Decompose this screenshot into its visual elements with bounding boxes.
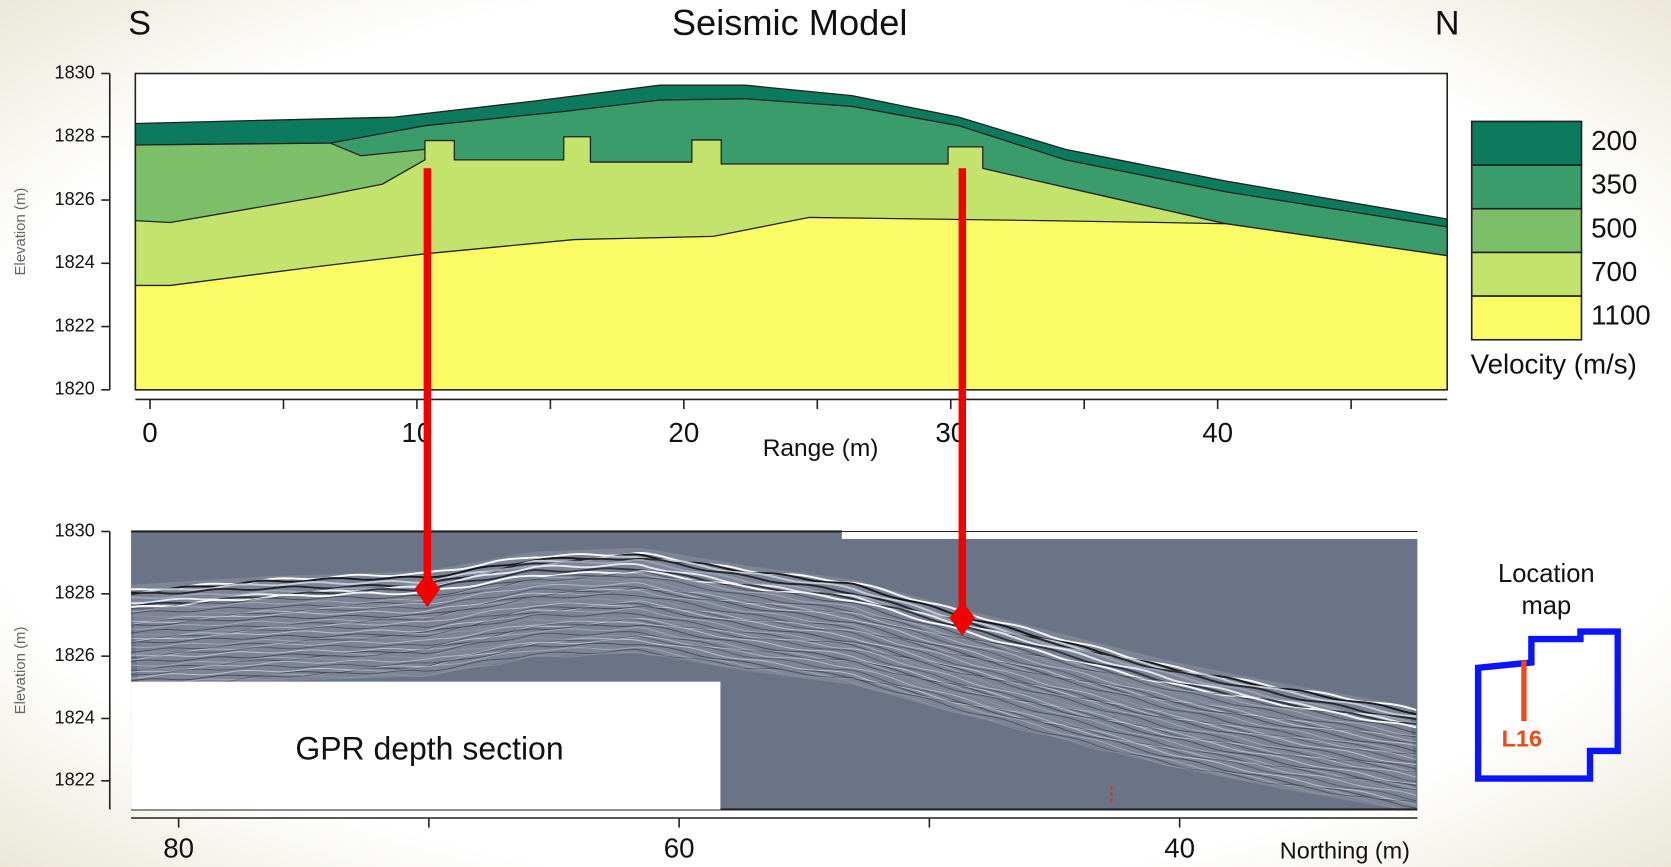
gpr-reflector xyxy=(131,558,1417,725)
gpr-reflector xyxy=(131,646,1417,806)
gpr-reflector xyxy=(131,604,1417,766)
gpr-reflector xyxy=(131,589,1417,756)
map-title: Location xyxy=(1498,560,1595,588)
gpr-reflector xyxy=(131,616,1417,773)
gpr-reflector xyxy=(131,635,1417,802)
legend-swatch xyxy=(1470,207,1583,254)
legend-swatch xyxy=(1470,120,1583,166)
gpr-reflector xyxy=(131,588,1417,747)
gpr-reflector xyxy=(131,607,1417,773)
x-tick-label: 20 xyxy=(668,417,699,448)
gpr-reflector xyxy=(131,619,1417,783)
direction-label: S xyxy=(128,5,151,43)
y-tick-label: 1828 xyxy=(55,126,95,146)
x-axis-label: Northing (m) xyxy=(1280,837,1410,863)
legend-label: 700 xyxy=(1591,256,1637,287)
legend-label: 500 xyxy=(1591,212,1637,243)
y-axis-label: Elevation (m) xyxy=(13,188,29,276)
direction-label: N xyxy=(1435,5,1460,43)
gpr-reflector xyxy=(131,612,1417,773)
gpr-reflector xyxy=(131,648,1417,809)
gpr-gap xyxy=(841,531,1418,539)
arrow-head xyxy=(949,601,976,636)
gpr-texture xyxy=(131,547,1418,810)
gpr-reflector xyxy=(131,555,1417,718)
gpr-reflector xyxy=(131,587,1417,753)
plot-frame xyxy=(134,72,1449,391)
gpr-reflector xyxy=(131,638,1417,803)
x-tick-label: 80 xyxy=(163,832,194,863)
gpr-reflector xyxy=(131,635,1417,796)
gpr-reflector xyxy=(131,621,1417,785)
gpr-reflector xyxy=(131,605,1417,770)
legend-label: 1100 xyxy=(1591,300,1651,331)
x-axis-label: Range (m) xyxy=(763,435,879,462)
y-tick-label: 1824 xyxy=(55,252,95,272)
gpr-reflector xyxy=(131,634,1417,792)
legend-swatch xyxy=(1470,164,1583,210)
location-map: Location map L16 xyxy=(1474,560,1621,782)
y-tick-label: 1822 xyxy=(55,315,95,335)
gpr-reflector xyxy=(131,562,1417,726)
annotation: GPR depth section xyxy=(295,730,563,766)
y-tick-label: 1830 xyxy=(55,520,95,540)
arrow-head xyxy=(414,573,441,608)
gpr-reflector xyxy=(131,627,1417,790)
site-outline xyxy=(1474,628,1621,782)
red-arrows xyxy=(414,168,1113,804)
y-tick-label: 1826 xyxy=(55,189,95,209)
gpr-reflector xyxy=(131,557,1417,721)
legend-label: 350 xyxy=(1591,169,1637,200)
gpr-band xyxy=(131,547,1418,810)
gpr-reflector xyxy=(131,631,1417,791)
y-tick-label: 1826 xyxy=(55,645,95,665)
legend-swatch xyxy=(1470,251,1583,297)
y-tick-label: 1822 xyxy=(55,770,95,790)
legend-title: Velocity (m/s) xyxy=(1471,349,1637,380)
y-tick-label: 1824 xyxy=(55,707,95,727)
map-title: map xyxy=(1521,592,1571,620)
annotation-box xyxy=(131,681,721,810)
legend-swatch xyxy=(1470,295,1583,341)
y-tick-label: 1828 xyxy=(55,583,95,603)
x-tick-label: 0 xyxy=(142,417,157,448)
gpr-reflector xyxy=(131,602,1417,763)
y-tick-label: 1830 xyxy=(55,62,95,82)
x-tick-label: 40 xyxy=(1164,832,1195,863)
gpr-reflector xyxy=(131,572,1417,737)
x-tick-label: 40 xyxy=(1202,417,1233,448)
y-tick-label: 1820 xyxy=(55,379,95,399)
gpr-reflector xyxy=(131,585,1417,744)
gpr-reflector xyxy=(131,651,1417,810)
line-label: L16 xyxy=(1502,725,1542,751)
y-axis-label: Elevation (m) xyxy=(13,627,29,715)
legend-label: 200 xyxy=(1591,125,1637,156)
x-tick-label: 60 xyxy=(664,832,695,863)
gpr-reflector xyxy=(131,642,1417,803)
chart-title: Seismic Model xyxy=(672,2,908,43)
gpr-chart: GPR depth section 80 60 40 1822 1824 1826 1828 1… xyxy=(13,520,1418,863)
